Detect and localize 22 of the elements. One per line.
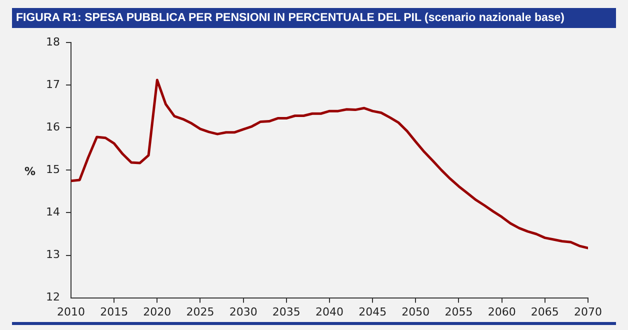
x-tick-label: 2030 (229, 305, 258, 318)
x-tick-label: 2070 (574, 305, 602, 318)
y-axis-title: % (24, 165, 36, 178)
y-tick-label: 16 (46, 120, 60, 134)
y-tick-label: 15 (46, 163, 60, 176)
x-tick-label: 2065 (530, 305, 559, 318)
y-tick-label: 12 (46, 290, 60, 304)
x-tick-label: 2010 (56, 305, 85, 318)
x-tick-label: 2035 (272, 305, 300, 318)
x-tick-label: 2020 (143, 305, 172, 318)
x-tick-label: 2055 (444, 305, 473, 318)
x-tick-label: 2060 (488, 305, 516, 318)
x-tick-label: 2015 (100, 305, 128, 318)
x-tick-label: 2025 (186, 305, 214, 318)
y-tick-label: 18 (46, 35, 60, 48)
y-tick-label: 17 (46, 78, 60, 91)
chart-title: FIGURA R1: SPESA PUBBLICA PER PENSIONI IN PERCENTUALE DEL PIL (scenario nazionale base) (12, 8, 616, 28)
y-tick-label: 14 (46, 206, 60, 219)
y-tick-label: 13 (46, 248, 60, 262)
x-tick-label: 2045 (358, 305, 387, 318)
x-tick-label: 2040 (316, 305, 344, 318)
x-tick-label: 2050 (402, 305, 430, 318)
